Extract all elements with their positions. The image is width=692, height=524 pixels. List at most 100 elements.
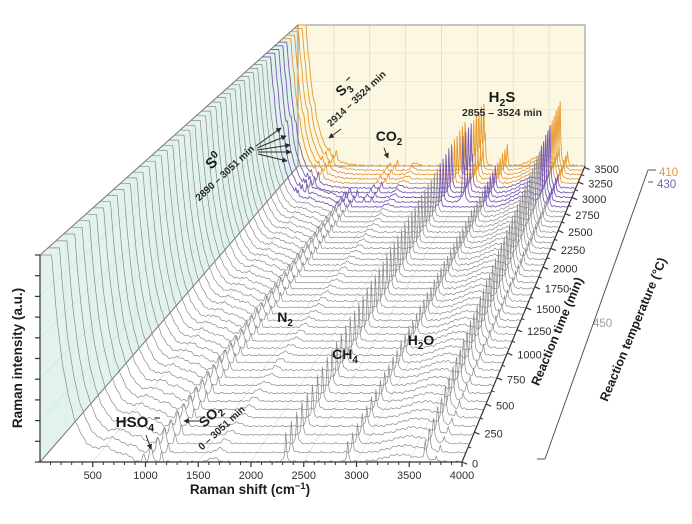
spectrum-line-t975 [132, 171, 507, 356]
time-axis-minor-tick [581, 174, 585, 177]
spectrum-line-t3225 [282, 38, 578, 185]
time-axis-minor-tick [538, 276, 542, 279]
spectrum-line-t150 [55, 240, 470, 445]
spectrum-line-t2700 [253, 64, 564, 218]
spectrum-line-t900 [126, 177, 504, 364]
x-axis-tick-label: 4000 [450, 470, 474, 482]
time-axis-minor-tick [491, 390, 495, 393]
spectrum-line-t3300 [286, 34, 580, 180]
spectrum-line-t2925 [266, 52, 570, 203]
spectrum-line-t1200 [151, 155, 515, 335]
time-axis-major-tick [507, 352, 513, 356]
co2-arrow-0 [383, 147, 389, 159]
co2-label-group: CO2 [376, 128, 403, 148]
spectrum-line-t675 [106, 195, 494, 386]
s0-arrow-2 [256, 143, 291, 151]
spectrum-line-t75 [48, 247, 466, 454]
spectrum-line-t2175 [221, 92, 549, 255]
time-axis-major-tick [461, 461, 468, 465]
time-axis-line [461, 165, 586, 463]
spectrum-line-t1875 [201, 110, 539, 278]
time-axis-tick-label: 2500 [568, 227, 592, 239]
time-axis-minor-tick [480, 417, 484, 420]
time-axis-tick-label: 3500 [594, 164, 618, 176]
time-axis-tick-label: 3250 [588, 179, 612, 191]
hso4-arrow-0 [145, 434, 152, 450]
spectrum-line-t3000 [270, 49, 572, 198]
walls-layer [39, 24, 586, 463]
temp-label-450: 450 [593, 318, 612, 330]
spectrum-line-t2400 [235, 80, 556, 238]
x-axis-title: Raman shift (cm−1) [190, 480, 310, 497]
spectrum-line-t450 [85, 213, 484, 410]
spectrum-line-t2025 [211, 101, 544, 266]
y-axis-title: Raman intensity (a.u.) [10, 288, 25, 428]
spectrum-line-t1950 [206, 106, 542, 272]
x-axis-tick-label: 2500 [292, 470, 316, 482]
time-axis-minor-tick [502, 364, 506, 367]
co2-label: CO2 [376, 128, 403, 148]
time-axis-minor-tick [468, 446, 472, 449]
spectrum-line-t1275 [157, 150, 518, 328]
time-axis-minor-tick [561, 221, 565, 224]
time-axis-major-tick [564, 213, 571, 217]
spectrum-line-t2250 [226, 88, 551, 249]
h2o-label: H2O [408, 332, 435, 352]
n2-label: N2 [277, 309, 293, 329]
left-wall-gridline [39, 109, 299, 380]
spectrum-line-t1650 [185, 124, 532, 296]
h2o-label-group: H2O [408, 332, 435, 352]
time-axis-major-tick [485, 403, 492, 407]
spectrum-line-t1800 [196, 115, 537, 284]
time-axis-tick-label: 2750 [575, 210, 599, 222]
temp-axis-line [544, 169, 649, 460]
ch4-label-group: CH4 [332, 346, 358, 366]
left-wall [40, 25, 298, 462]
time-axis-minor-tick [568, 204, 572, 208]
x-axis-tick-label: 1000 [133, 470, 157, 482]
spectra-layer [40, 24, 585, 463]
spectrum-line-t300 [71, 226, 477, 427]
time-axis-major-tick [542, 266, 549, 270]
time-axis-tick-label: 1000 [517, 350, 541, 362]
spectrum-line-t3075 [274, 45, 574, 194]
x-axis-tick-label: 2000 [239, 470, 263, 482]
time-axis-major-tick [578, 181, 584, 185]
floor-gridline [92, 165, 335, 463]
spectrum-line-t2550 [244, 72, 560, 228]
spectrum-line-t3150 [278, 41, 576, 189]
spectrum-line-t750 [113, 189, 497, 379]
spectrum-line-t2100 [216, 97, 546, 260]
s0-arrow-1 [256, 135, 287, 149]
x-axis-tick-label: 3000 [344, 470, 368, 482]
ch4-label: CH4 [332, 346, 358, 366]
spectrum-line-t2475 [240, 76, 558, 233]
n2-label-group: N2 [277, 309, 293, 329]
temp-label-430: 430 [657, 179, 676, 191]
floor-left-edge [39, 165, 299, 463]
time-axis-major-tick [571, 196, 578, 201]
time-axis-minor-tick [530, 296, 534, 299]
temp-label-410: 410 [659, 167, 678, 179]
s3-arrow-0 [328, 128, 342, 139]
time-axis-major-tick [534, 286, 541, 290]
time-axis-minor-tick [521, 318, 525, 321]
spectrum-line-t1575 [180, 129, 529, 302]
hso4-label: HSO4− [116, 412, 161, 434]
spectrum-line-t1350 [163, 144, 521, 322]
spectrum-line-t375 [78, 220, 480, 419]
time-axis-tick-label: 2250 [561, 245, 585, 257]
time-axis-major-tick [550, 247, 557, 252]
time-axis-tick-label: 750 [507, 374, 525, 386]
spectrum-line-t2325 [231, 84, 553, 244]
time-axis-tick-label: 0 [472, 459, 478, 471]
time-axis-tick-label: 500 [496, 401, 514, 413]
time-axis-major-tick [474, 431, 480, 435]
time-axis-tick-label: 2000 [553, 264, 577, 276]
time-axis-minor-tick [574, 189, 579, 192]
time-axis-tick-label: 3000 [582, 194, 606, 206]
time-axis-tick-label: 250 [484, 429, 502, 441]
